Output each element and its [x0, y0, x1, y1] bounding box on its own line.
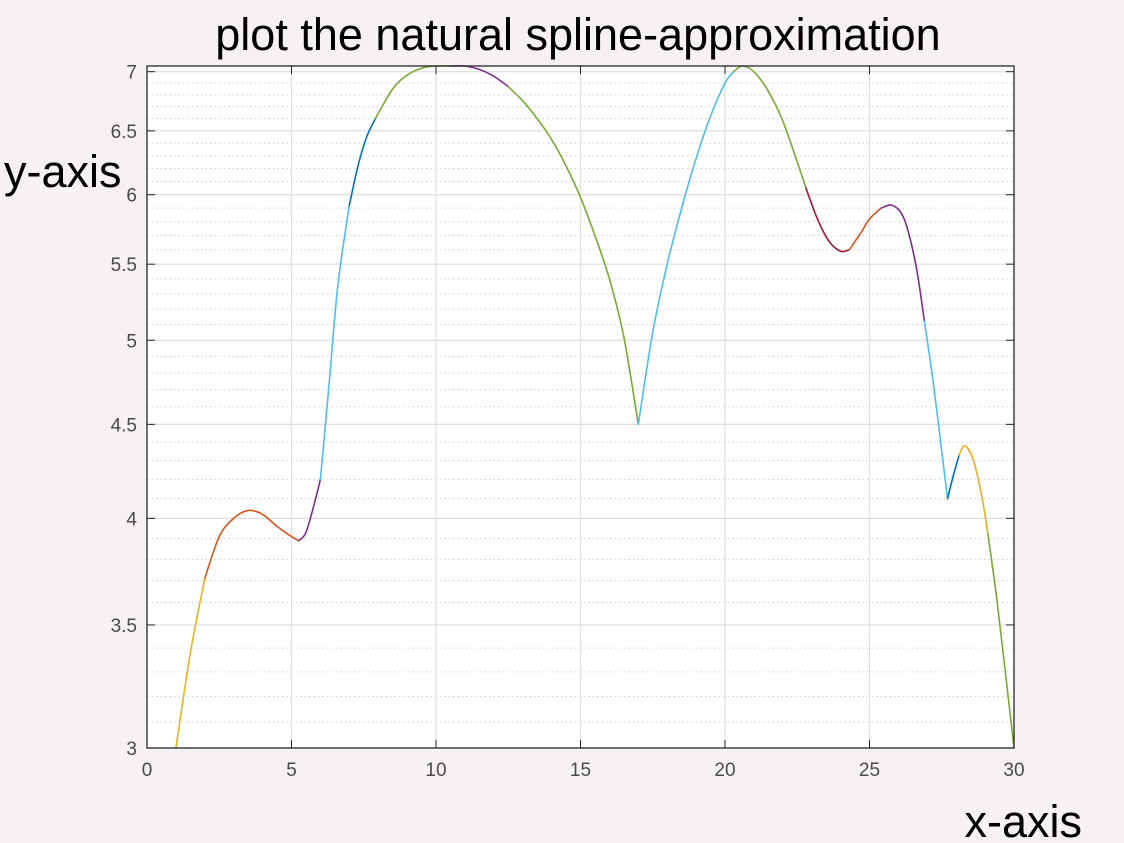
- spline-segment: [946, 454, 960, 500]
- x-tick-label: 15: [570, 760, 591, 781]
- spline-segment: [507, 85, 640, 426]
- y-tick-label: 7: [126, 63, 137, 84]
- y-tick-label: 3.5: [111, 616, 137, 637]
- y-tick-label: 5: [126, 331, 137, 352]
- tick-marks: [146, 66, 1015, 749]
- series-layer: [175, 64, 1015, 749]
- y-tick-labels: 3 3.5 4 4.5 5 5.5 6 6.5 7: [111, 63, 138, 760]
- y-tick-label: 3: [126, 739, 137, 760]
- x-tick-label: 25: [859, 760, 880, 781]
- x-tick-label: 30: [1003, 760, 1024, 781]
- spline-segment: [880, 204, 926, 323]
- y-tick-label: 5.5: [111, 255, 137, 276]
- spline-segment: [958, 445, 989, 536]
- spline-segment: [348, 117, 377, 207]
- chart-title: plot the natural spline-approximation: [215, 9, 940, 60]
- x-tick-labels: 0 5 10 15 20 25 30: [142, 760, 1025, 781]
- x-axis-label: x-axis: [964, 796, 1082, 843]
- y-tick-label: 4.5: [111, 415, 137, 436]
- spline-segment: [297, 478, 322, 542]
- spline-segment: [637, 70, 735, 426]
- spline-segment: [923, 320, 949, 500]
- y-axis-label: y-axis: [4, 146, 122, 197]
- y-tick-label: 6: [126, 186, 137, 207]
- spline-segment: [175, 577, 206, 749]
- y-tick-label: 4: [126, 509, 137, 530]
- y-tick-label: 6.5: [111, 122, 137, 143]
- x-tick-label: 0: [142, 760, 153, 781]
- x-tick-label: 20: [714, 760, 735, 781]
- spline-segment: [987, 533, 1015, 749]
- x-tick-label: 10: [425, 760, 446, 781]
- x-tick-label: 5: [286, 760, 297, 781]
- spline-segment: [848, 207, 882, 251]
- spline-segment: [805, 187, 851, 253]
- spline-segment: [319, 204, 351, 481]
- spline-segment: [204, 509, 300, 580]
